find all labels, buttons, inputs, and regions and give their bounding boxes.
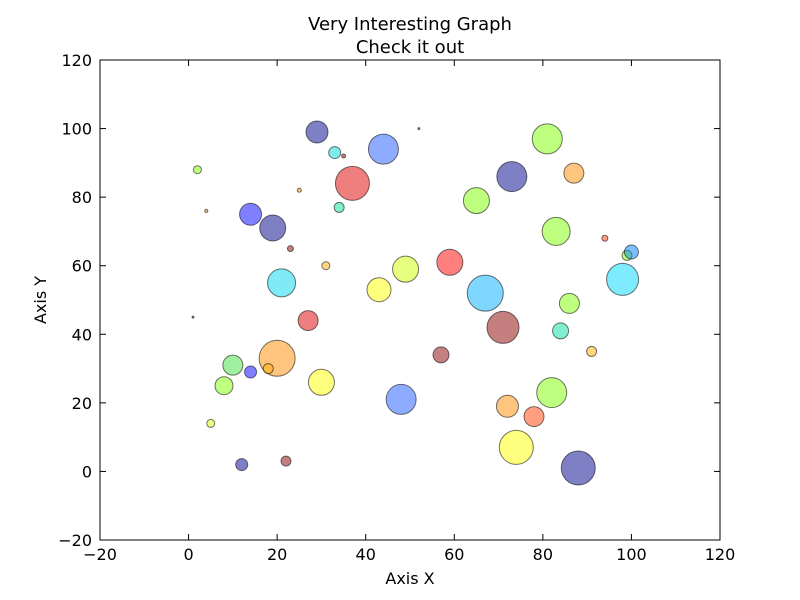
data-point-16 — [297, 310, 319, 332]
data-point-32 — [496, 161, 528, 193]
data-point-3 — [341, 153, 347, 159]
data-point-41 — [495, 394, 519, 418]
data-point-6 — [334, 165, 370, 201]
data-point-27 — [392, 255, 420, 283]
data-point-18 — [222, 354, 244, 376]
data-point-31 — [462, 187, 490, 215]
y-tick-label: 0 — [82, 462, 92, 481]
data-point-37 — [486, 310, 520, 344]
chart-title: Very Interesting Graph — [308, 14, 512, 35]
data-point-29 — [385, 383, 417, 415]
data-point-22 — [307, 368, 335, 396]
data-point-2 — [328, 146, 342, 160]
data-point-23 — [206, 418, 216, 428]
x-axis-label: Axis X — [385, 569, 434, 588]
data-point-20 — [244, 365, 258, 379]
data-point-5 — [192, 165, 202, 175]
data-point-13 — [321, 261, 331, 271]
data-point-25 — [280, 455, 292, 467]
x-tick-label: 100 — [616, 545, 647, 564]
data-point-24 — [235, 458, 249, 472]
x-tick-label: −20 — [83, 545, 117, 564]
data-point-9 — [204, 208, 209, 213]
x-tick-label: 60 — [444, 545, 464, 564]
data-point-39 — [552, 322, 570, 340]
data-point-15 — [191, 315, 195, 319]
x-tick-label: 40 — [356, 545, 376, 564]
y-tick-label: 120 — [61, 51, 92, 70]
y-tick-label: 100 — [61, 120, 92, 139]
data-point-44 — [498, 429, 534, 465]
data-points — [191, 120, 640, 486]
data-point-43 — [536, 377, 568, 409]
data-point-36 — [466, 274, 504, 312]
chart-subtitle: Check it out — [356, 37, 464, 58]
data-point-28 — [436, 248, 464, 276]
data-point-40 — [586, 345, 598, 357]
data-point-42 — [523, 406, 545, 428]
data-point-19 — [262, 363, 274, 375]
x-tick-label: 80 — [533, 545, 553, 564]
data-point-10 — [239, 202, 263, 226]
x-tick-label: 20 — [267, 545, 287, 564]
data-point-7 — [296, 187, 302, 193]
data-point-46 — [601, 234, 609, 242]
data-point-12 — [286, 245, 294, 253]
axis-ticks: −20 0 20 40 60 80 100 120 −20 0 20 40 60 80 100 120 — [58, 51, 735, 564]
data-point-30 — [432, 346, 450, 364]
y-tick-label: 40 — [72, 325, 92, 344]
data-point-21 — [214, 376, 234, 396]
data-point-8 — [333, 201, 345, 213]
data-point-38 — [558, 292, 580, 314]
data-point-26 — [366, 277, 392, 303]
data-point-47 — [606, 262, 640, 296]
y-axis-label: Axis Y — [31, 276, 50, 324]
data-point-11 — [259, 214, 287, 242]
data-point-33 — [531, 123, 563, 155]
data-point-45 — [560, 450, 596, 486]
data-point-34 — [563, 162, 585, 184]
data-point-14 — [267, 268, 297, 298]
y-tick-label: 20 — [72, 394, 92, 413]
plot-area-frame — [99, 59, 721, 541]
data-point-4 — [417, 127, 421, 131]
x-tick-label: 0 — [183, 545, 193, 564]
data-point-49 — [623, 244, 639, 260]
data-point-1 — [367, 133, 399, 165]
y-tick-label: −20 — [58, 531, 92, 550]
y-tick-label: 80 — [72, 188, 92, 207]
y-tick-label: 60 — [72, 257, 92, 276]
x-tick-label: 120 — [705, 545, 736, 564]
data-point-35 — [541, 216, 571, 246]
data-point-0 — [305, 120, 329, 144]
